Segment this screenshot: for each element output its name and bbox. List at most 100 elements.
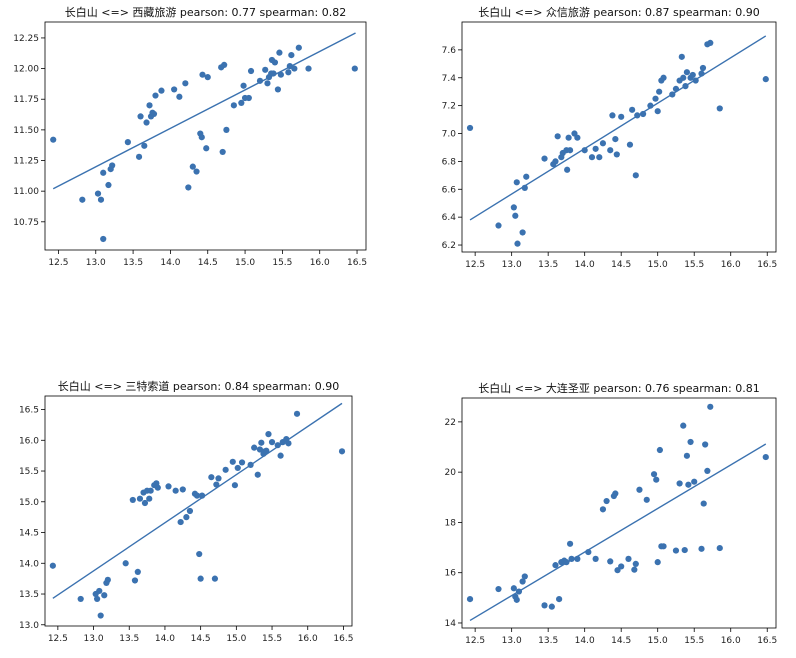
scatter-point [523,173,530,180]
regression-line [469,35,767,221]
scatter-point [245,94,252,102]
scatter-point [131,577,139,584]
scatter-point [185,184,192,191]
scatter-point [656,446,663,454]
scatter-point [264,80,271,87]
scatter-point [588,154,596,161]
x-tick-label: 15.0 [648,260,668,270]
scatter-point [566,147,574,154]
scatter-point [702,441,709,448]
scatter-point [607,147,614,154]
scatter-point [213,481,220,488]
scatter-point [265,431,272,438]
scatter-point [270,70,277,77]
scatter-point [660,543,667,550]
y-tick-label: 15.0 [19,498,39,508]
scatter-point [176,93,183,100]
scatter-point [541,155,548,162]
plot-frame [461,397,777,629]
scatter-point [100,235,107,243]
scatter-point [104,576,111,583]
scatter-point [288,51,295,59]
scatter-point [100,169,107,176]
scatter-point [146,495,153,502]
scatter-point [656,88,663,95]
x-tick-label: 13.0 [502,260,522,270]
scatter-point [704,467,711,474]
scatter-point [94,595,101,603]
regression-line [52,32,356,190]
y-tick-label: 22 [445,418,456,428]
scatter-point [203,145,210,152]
y-tick-label: 6.8 [442,157,457,167]
scatter-point [338,448,346,455]
scatter-point [196,550,203,558]
scatter-point [691,478,698,485]
scatter-point [193,168,200,175]
scatter-point [182,80,189,87]
scatter-point [276,49,283,56]
scatter-point [707,403,714,410]
scatter-point [647,102,654,109]
scatter-point [134,568,141,575]
scatter-point [256,446,263,453]
scatter-point [541,602,548,609]
scatter-point [552,562,559,569]
scatter-point [680,74,687,81]
scatter-point [631,566,638,573]
scatter-point [231,482,239,489]
scatter-point [678,53,685,60]
scatter-point [208,474,215,481]
x-tick-label: 16.0 [721,260,741,270]
scatter-point [277,452,284,459]
scatter-point [240,82,247,89]
scatter-point [305,65,312,72]
scatter-point [519,578,526,585]
scatter-point [548,603,555,610]
y-tick-label: 13.5 [19,590,39,600]
scatter-point [654,108,661,115]
scatter-point [681,546,688,554]
chart-title: 长白山 <=> 三特索道 pearson: 0.84 spearman: 0.9… [58,379,339,393]
scatter-point [199,71,206,78]
y-tick-label: 11.00 [13,187,39,197]
scatter-point [274,442,281,449]
plot-frame [461,21,777,253]
scatter-point [165,483,172,490]
scatter-point [514,240,521,247]
scatter-point [50,136,57,143]
scatter-point [135,153,143,160]
scatter-point [94,190,102,197]
scatter-point [762,453,769,461]
scatter-point [495,222,502,229]
scatter-point [698,70,705,77]
scatter-point [198,134,205,141]
scatter-point [179,486,186,493]
scatter-point [124,139,131,146]
scatter-point [285,69,292,76]
scatter-point [700,500,707,507]
scatter-point [521,573,528,580]
scatter-point [689,71,696,79]
scatter-point [158,87,165,94]
x-tick-label: 15.0 [235,258,255,268]
x-tick-label: 12.5 [48,634,68,644]
scatter-point [186,507,194,515]
scatter-point [613,151,620,158]
scatter-point [211,575,219,582]
x-tick-label: 16.5 [347,258,367,268]
scatter-point [204,74,211,81]
scatter-point [150,110,158,118]
scatter-point [96,587,103,595]
scatter-point [599,140,607,147]
scatter-point [564,166,571,173]
scatter-point [221,61,228,69]
scatter-point [625,555,632,562]
subplot-3: 长白山 <=> 三特索道 pearson: 0.84 spearman: 0.9… [19,379,354,644]
scatter-point [137,113,144,120]
scatter-point [680,422,687,429]
scatter-point [49,562,56,569]
scatter-point [109,162,116,169]
scatter-point [495,585,502,593]
y-tick-label: 6.4 [442,213,457,223]
